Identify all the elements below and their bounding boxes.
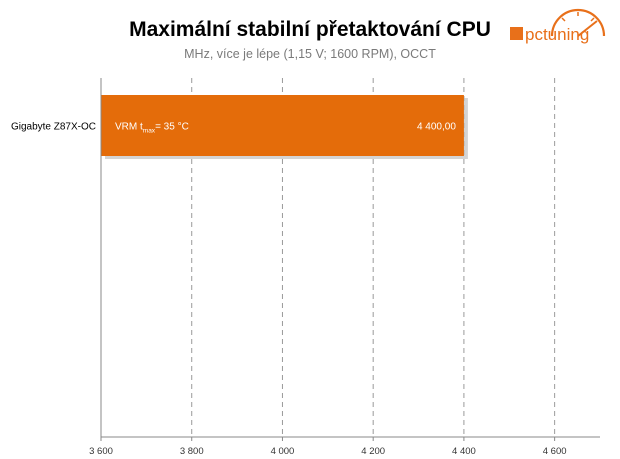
annotation-prefix: VRM t <box>115 122 143 133</box>
bar-0 <box>101 95 464 156</box>
chart-title: Maximální stabilní přetaktování CPU <box>129 18 491 41</box>
logo-square <box>510 27 523 40</box>
x-tick-label: 4 000 <box>271 446 295 457</box>
logo-text: pctuning <box>525 25 589 44</box>
grid-lines <box>191 78 556 437</box>
bars: 4 400,00 VRM tmax= 35 °C <box>101 95 468 159</box>
category-labels: Gigabyte Z87X-OC <box>11 122 96 133</box>
pctuning-logo: pctuning <box>510 8 606 44</box>
x-tick-label: 3 600 <box>89 446 113 457</box>
x-tick-label: 4 600 <box>543 446 567 457</box>
axes <box>100 78 600 438</box>
annotation-subscript: max <box>143 128 156 135</box>
tick-labels: 3 600 3 800 4 000 4 200 4 400 4 600 <box>89 437 567 457</box>
chart-subtitle: MHz, více je lépe (1,15 V; 1600 RPM), OC… <box>184 47 436 61</box>
x-tick-label: 3 800 <box>180 446 204 457</box>
category-label: Gigabyte Z87X-OC <box>11 122 96 133</box>
gauge-icon <box>550 8 606 37</box>
annotation-suffix: = 35 °C <box>155 122 189 133</box>
x-tick-label: 4 400 <box>452 446 476 457</box>
bar-annotation: VRM tmax= 35 °C <box>115 122 189 135</box>
x-tick-label: 4 200 <box>361 446 385 457</box>
bar-value-label: 4 400,00 <box>417 122 456 133</box>
